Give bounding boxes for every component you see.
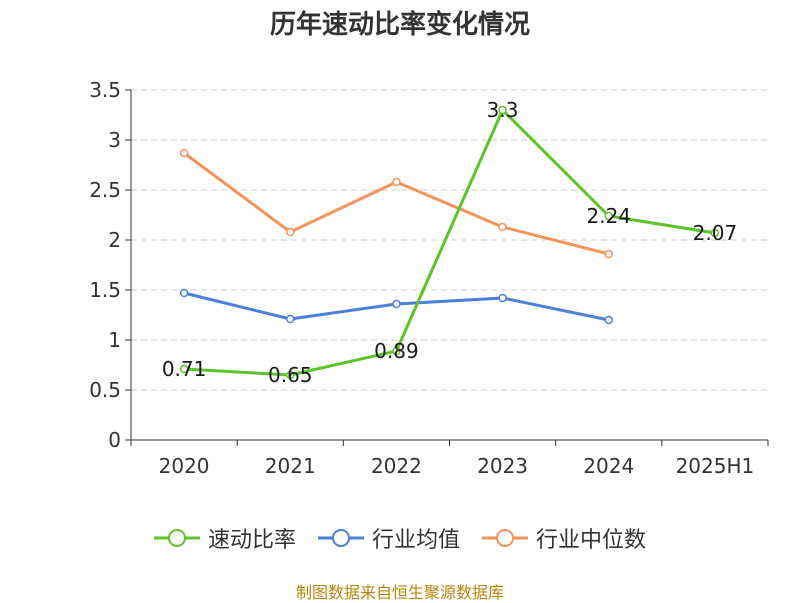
y-tick-label: 0.5: [89, 378, 121, 402]
y-tick-label: 2: [108, 228, 121, 252]
data-point: [392, 299, 401, 309]
y-tick-label: 2.5: [89, 178, 121, 202]
legend-marker: [331, 529, 350, 547]
series-line-0: [183, 108, 716, 377]
data-point: [286, 370, 295, 380]
data-point: [498, 105, 507, 115]
data-point: [392, 177, 401, 187]
legend-item[interactable]: 行业均值: [317, 522, 460, 554]
data-label: 0.71: [162, 357, 207, 381]
x-tick-label: 2022: [371, 454, 422, 478]
data-label: 0.65: [268, 363, 313, 387]
data-point: [498, 293, 507, 303]
data-point: [604, 315, 613, 325]
legend-label: 行业均值: [371, 528, 460, 553]
y-tick-label: 0: [108, 428, 121, 452]
legend-marker: [167, 529, 186, 547]
data-label: 2.24: [586, 204, 631, 228]
y-tick-label: 1.5: [89, 278, 121, 302]
data-point: [179, 364, 189, 374]
source-note: 制图数据来自恒生聚源数据库: [295, 583, 504, 602]
data-point: [286, 227, 295, 237]
x-tick-label: 2025H1: [676, 454, 755, 478]
data-labels: 0.71 0.65 0.89 3.3 2.24 2.07: [162, 98, 737, 387]
x-tick-label: 2021: [265, 454, 316, 478]
data-point: [392, 346, 401, 356]
x-tick-label: 2023: [477, 454, 528, 478]
data-point: [286, 314, 295, 324]
data-label: 3.3: [487, 98, 519, 122]
y-tick-label: 1: [108, 328, 121, 352]
data-label: 0.89: [374, 339, 419, 363]
axes: 0 0.5 1 1.5 2 2.5 3 3.5 2020 2021 2022 2023 2024 2025…: [89, 78, 769, 478]
legend-marker: [496, 529, 514, 547]
legend-symbol: [482, 529, 528, 547]
data-point: [710, 228, 720, 238]
legend-symbol: [317, 529, 364, 547]
x-tick-label: 2020: [159, 454, 210, 478]
data-point: [179, 288, 189, 298]
gridlines: [131, 89, 768, 391]
legend-symbol: [153, 529, 200, 547]
y-tick-label: 3: [108, 128, 121, 152]
data-point: [604, 211, 613, 221]
legend-label: 速动比率: [207, 528, 296, 553]
legend: 速动比率 行业均值 行业中位数: [0, 520, 800, 556]
series-line-2: [183, 151, 610, 256]
data-point: [604, 249, 613, 259]
legend-item[interactable]: 速动比率: [153, 522, 296, 554]
chart-title: 历年速动比率变化情况: [269, 10, 530, 40]
legend-label: 行业中位数: [536, 528, 647, 553]
x-tick-label: 2024: [583, 454, 634, 478]
data-point: [179, 148, 189, 158]
legend-item[interactable]: 行业中位数: [482, 522, 646, 554]
data-point: [498, 222, 507, 232]
data-label: 2.07: [693, 221, 738, 245]
y-tick-label: 3.5: [89, 78, 121, 102]
series-lines: [179, 105, 720, 380]
